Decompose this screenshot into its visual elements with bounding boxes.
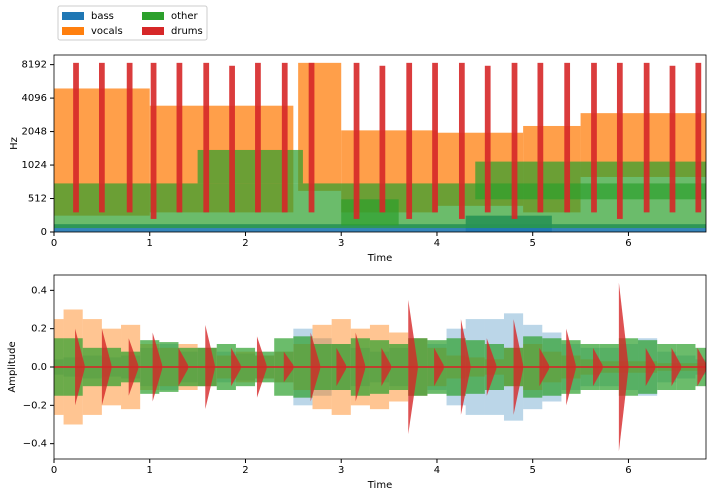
y-tick-label: 0.2: [31, 324, 47, 335]
legend-frame: [57, 5, 208, 41]
legend-swatch: [142, 27, 164, 35]
legend-label: vocals: [91, 26, 123, 37]
spectral-region: [298, 62, 342, 191]
x-axis-label: Time: [367, 480, 392, 491]
y-tick-label: 0.4: [31, 285, 47, 296]
y-tick-label: 0: [41, 227, 47, 238]
spectral-region: [669, 65, 676, 213]
spectral-region: [564, 62, 571, 213]
x-axis-label: Time: [367, 253, 392, 264]
legend-swatch: [62, 12, 84, 20]
legend-label: bass: [91, 11, 114, 22]
spectral-region: [406, 62, 413, 219]
y-tick-label: 4096: [22, 93, 47, 104]
spectral-region: [537, 62, 544, 213]
legend: bass vocals other drums: [57, 5, 208, 41]
y-tick-label: 1024: [22, 160, 47, 171]
x-tick-label: 0: [51, 238, 57, 249]
spectral-region: [176, 62, 183, 213]
spectral-region: [126, 62, 133, 213]
x-tick-label: 5: [530, 465, 536, 476]
x-tick-label: 1: [147, 238, 153, 249]
x-tick-label: 4: [434, 238, 440, 249]
spectral-region: [229, 65, 235, 213]
x-tick-label: 2: [242, 465, 248, 476]
spectral-region: [511, 62, 518, 219]
y-tick-label: 0.0: [31, 362, 47, 373]
spectral-region: [616, 62, 623, 219]
y-tick-label: 2048: [22, 127, 47, 138]
legend-label: drums: [171, 26, 203, 37]
x-tick-label: 1: [147, 465, 153, 476]
spectral-region: [281, 62, 288, 213]
legend-swatch: [62, 27, 84, 35]
spectral-region: [379, 65, 386, 213]
spectral-region: [73, 62, 79, 213]
legend-label: other: [171, 11, 199, 22]
x-tick-label: 5: [530, 238, 536, 249]
spectral-region: [341, 199, 399, 226]
spectral-region: [484, 65, 491, 213]
spectral-region: [150, 62, 157, 219]
spectral-region: [353, 62, 360, 219]
spectral-region: [695, 62, 702, 213]
y-axis-label: Hz: [9, 137, 20, 150]
x-tick-label: 6: [625, 465, 631, 476]
x-tick-label: 0: [51, 465, 57, 476]
y-axis-label: Amplitude: [7, 341, 18, 392]
y-tick-label: −0.4: [23, 439, 47, 450]
legend-swatch: [142, 12, 164, 20]
x-tick-label: 2: [242, 238, 248, 249]
spectral-region: [308, 62, 315, 213]
spectral-region: [255, 62, 261, 213]
plot-area: [54, 62, 706, 232]
axes-frame: [53, 274, 707, 460]
y-tick-label: 512: [28, 194, 47, 205]
spectral-region: [203, 62, 210, 213]
x-tick-label: 3: [338, 465, 344, 476]
y-tick-label: −0.2: [23, 400, 47, 411]
x-tick-label: 3: [338, 238, 344, 249]
spectral-region: [98, 62, 105, 213]
x-tick-label: 6: [625, 238, 631, 249]
axes-frame: [53, 54, 707, 233]
spectral-region: [591, 62, 597, 213]
y-tick-label: 8192: [22, 60, 47, 71]
x-tick-label: 4: [434, 465, 440, 476]
spectral-region: [458, 62, 465, 219]
spectral-region: [643, 62, 650, 213]
plot-area: [54, 282, 706, 452]
spectral-region: [432, 62, 438, 213]
